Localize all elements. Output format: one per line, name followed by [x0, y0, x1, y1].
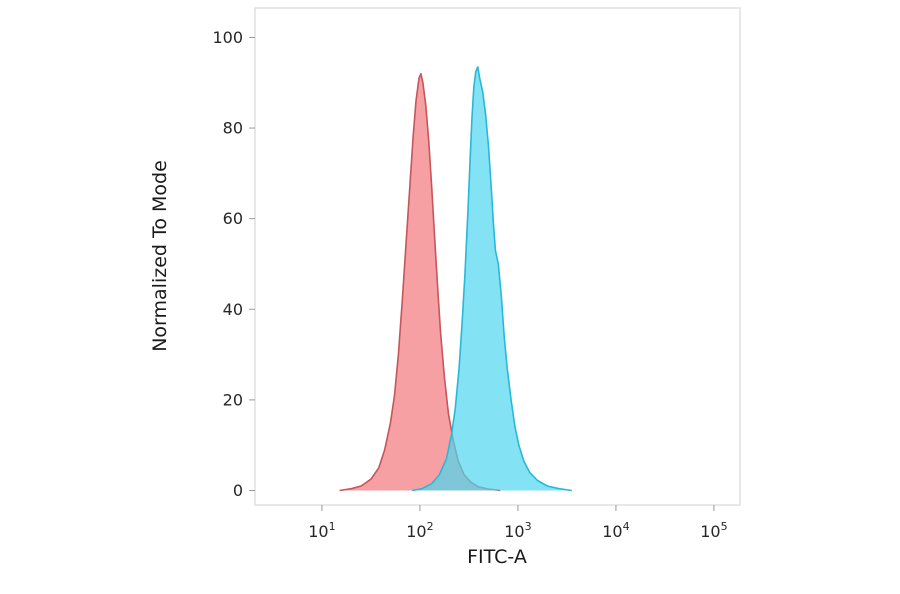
y-axis-title: Normalized To Mode — [149, 160, 171, 352]
y-tick-label: 20 — [223, 390, 243, 409]
histogram-series — [339, 66, 572, 492]
x-axis-title: FITC-A — [467, 546, 527, 568]
x-tick-label: 103 — [504, 520, 531, 541]
x-tick-label: 104 — [602, 520, 629, 541]
red-histogram-fill — [339, 73, 501, 491]
cyan-histogram-outline — [411, 66, 572, 492]
y-tick-label: 0 — [233, 481, 243, 500]
cyan-histogram-fill — [412, 66, 572, 491]
y-tick-label: 80 — [223, 119, 243, 138]
x-tick-label: 101 — [308, 520, 335, 541]
y-axis-ticks: 0 20 40 60 80 100 — [212, 28, 255, 500]
y-tick-label: 60 — [223, 209, 243, 228]
x-tick-label: 105 — [700, 520, 727, 541]
y-tick-label: 100 — [212, 28, 243, 47]
x-tick-label: 102 — [406, 520, 433, 541]
x-axis-ticks: 101 102 103 104 105 — [308, 505, 728, 541]
y-tick-label: 40 — [223, 300, 243, 319]
